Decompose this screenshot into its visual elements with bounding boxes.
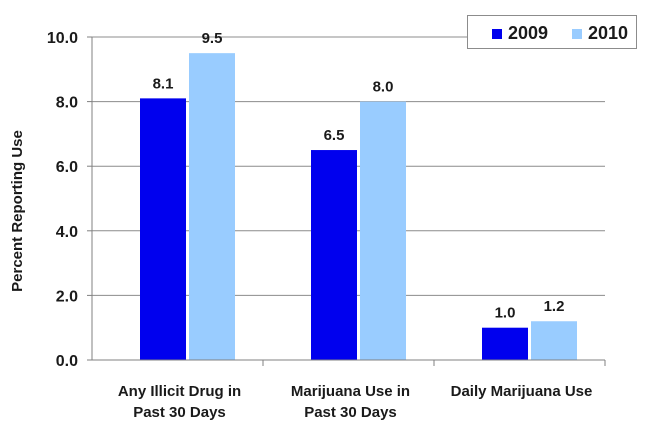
legend-swatch-2009	[492, 29, 502, 39]
y-tick-label: 2.0	[56, 288, 78, 305]
data-label-2009: 6.5	[324, 127, 345, 144]
data-label-2009: 1.0	[495, 305, 516, 322]
legend-item-2010: 2010	[572, 23, 628, 44]
x-category-label: Marijuana Use in	[291, 383, 410, 400]
y-tick-label: 10.0	[47, 30, 78, 47]
x-category-labels: Any Illicit Drug in Past 30 Days Marijuana…	[118, 360, 605, 421]
legend: 2009 2010	[467, 15, 637, 49]
x-category-label: Any Illicit Drug in	[118, 383, 241, 400]
y-tick-label: 6.0	[56, 159, 78, 176]
x-category-label: Past 30 Days	[133, 404, 226, 421]
bar-2009	[140, 98, 186, 360]
y-axis-title: Percent Reporting Use	[9, 130, 26, 292]
data-label-2009: 8.1	[153, 75, 174, 92]
x-category-label: Past 30 Days	[304, 404, 397, 421]
x-category-label: Daily Marijuana Use	[451, 383, 593, 400]
y-tick-labels: 0.0 2.0 4.0 6.0 8.0 10.0	[47, 30, 92, 370]
y-tick-label: 0.0	[56, 353, 78, 370]
bar-2009	[311, 150, 357, 360]
bar-2010	[189, 53, 235, 360]
y-tick-label: 4.0	[56, 224, 78, 241]
legend-label-2010: 2010	[588, 23, 628, 44]
legend-item-2009: 2009	[492, 23, 548, 44]
legend-swatch-2010	[572, 29, 582, 39]
bar-2010	[360, 102, 406, 360]
data-label-2010: 9.5	[202, 30, 223, 47]
data-label-2010: 8.0	[373, 79, 394, 96]
data-label-2010: 1.2	[544, 298, 565, 315]
bar-2010	[531, 321, 577, 360]
y-tick-label: 8.0	[56, 95, 78, 112]
bar-2009	[482, 328, 528, 360]
legend-label-2009: 2009	[508, 23, 548, 44]
